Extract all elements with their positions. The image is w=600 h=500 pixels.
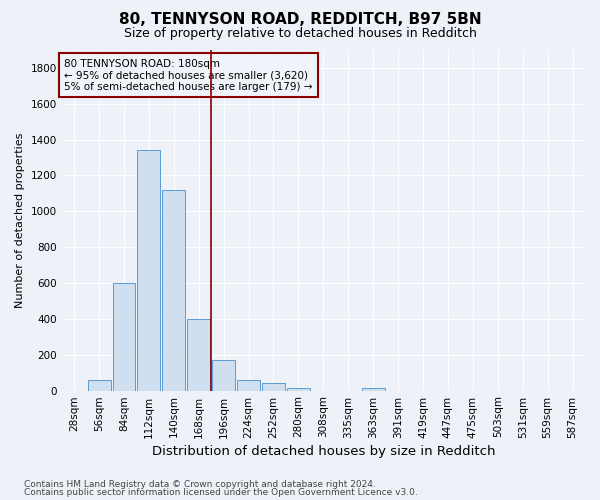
Bar [262, 384, 285, 390]
Text: Contains HM Land Registry data © Crown copyright and database right 2024.: Contains HM Land Registry data © Crown c… [24, 480, 376, 489]
Bar [163, 190, 185, 390]
Bar [113, 283, 136, 391]
Bar [187, 319, 210, 390]
Bar [362, 388, 385, 390]
Bar [212, 360, 235, 390]
Bar [237, 380, 260, 390]
Bar [287, 388, 310, 390]
Text: 80 TENNYSON ROAD: 180sqm
← 95% of detached houses are smaller (3,620)
5% of semi: 80 TENNYSON ROAD: 180sqm ← 95% of detach… [64, 58, 313, 92]
Bar [137, 150, 160, 390]
Bar [88, 380, 110, 390]
Text: Size of property relative to detached houses in Redditch: Size of property relative to detached ho… [124, 28, 476, 40]
Text: 80, TENNYSON ROAD, REDDITCH, B97 5BN: 80, TENNYSON ROAD, REDDITCH, B97 5BN [119, 12, 481, 28]
Text: Contains public sector information licensed under the Open Government Licence v3: Contains public sector information licen… [24, 488, 418, 497]
X-axis label: Distribution of detached houses by size in Redditch: Distribution of detached houses by size … [152, 444, 495, 458]
Y-axis label: Number of detached properties: Number of detached properties [15, 132, 25, 308]
